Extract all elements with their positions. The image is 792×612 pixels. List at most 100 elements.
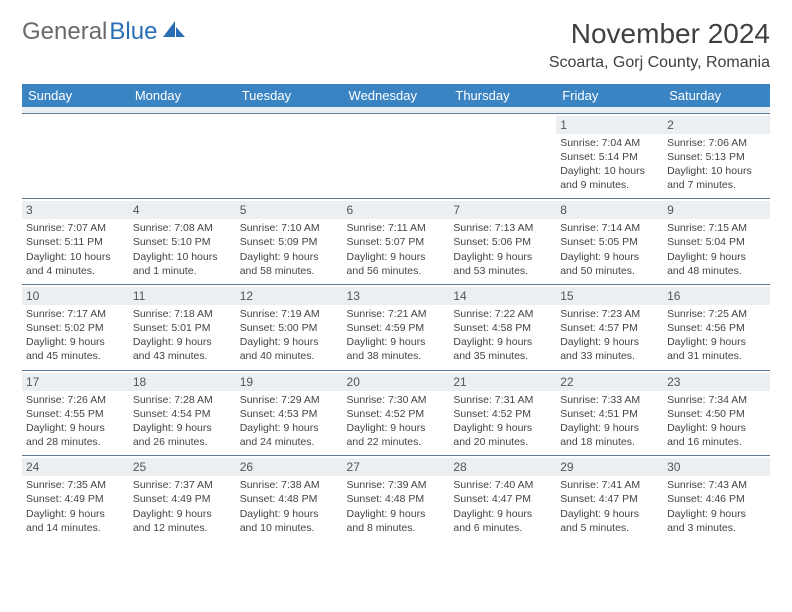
day-info: Sunrise: 7:28 AMSunset: 4:54 PMDaylight:… [133,393,232,450]
daylight-line: Daylight: 9 hours and 48 minutes. [667,250,766,278]
daylight-line: Daylight: 10 hours and 9 minutes. [560,164,659,192]
calendar-cell [449,113,556,199]
calendar-cell: 19Sunrise: 7:29 AMSunset: 4:53 PMDayligh… [236,370,343,456]
daylight-line: Daylight: 9 hours and 43 minutes. [133,335,232,363]
calendar-week: 3Sunrise: 7:07 AMSunset: 5:11 PMDaylight… [22,199,770,285]
sunset-line: Sunset: 4:47 PM [453,492,552,506]
day-info: Sunrise: 7:11 AMSunset: 5:07 PMDaylight:… [347,221,446,278]
daylight-line: Daylight: 9 hours and 56 minutes. [347,250,446,278]
sunset-line: Sunset: 5:10 PM [133,235,232,249]
col-mon: Monday [129,84,236,107]
sunset-line: Sunset: 4:56 PM [667,321,766,335]
sunrise-line: Sunrise: 7:38 AM [240,478,339,492]
daylight-line: Daylight: 9 hours and 8 minutes. [347,507,446,535]
sunset-line: Sunset: 4:48 PM [240,492,339,506]
calendar-cell: 23Sunrise: 7:34 AMSunset: 4:50 PMDayligh… [663,370,770,456]
day-info: Sunrise: 7:30 AMSunset: 4:52 PMDaylight:… [347,393,446,450]
day-info: Sunrise: 7:37 AMSunset: 4:49 PMDaylight:… [133,478,232,535]
day-number: 3 [22,201,129,219]
sunrise-line: Sunrise: 7:37 AM [133,478,232,492]
day-info: Sunrise: 7:40 AMSunset: 4:47 PMDaylight:… [453,478,552,535]
col-tue: Tuesday [236,84,343,107]
month-title: November 2024 [549,18,770,50]
calendar-cell: 17Sunrise: 7:26 AMSunset: 4:55 PMDayligh… [22,370,129,456]
sunrise-line: Sunrise: 7:39 AM [347,478,446,492]
day-info: Sunrise: 7:06 AMSunset: 5:13 PMDaylight:… [667,136,766,193]
calendar-cell: 25Sunrise: 7:37 AMSunset: 4:49 PMDayligh… [129,456,236,541]
day-info: Sunrise: 7:41 AMSunset: 4:47 PMDaylight:… [560,478,659,535]
sunset-line: Sunset: 5:02 PM [26,321,125,335]
day-number: 6 [343,201,450,219]
day-number: 10 [22,287,129,305]
calendar-cell: 11Sunrise: 7:18 AMSunset: 5:01 PMDayligh… [129,284,236,370]
day-info: Sunrise: 7:34 AMSunset: 4:50 PMDaylight:… [667,393,766,450]
day-number: 22 [556,373,663,391]
sunrise-line: Sunrise: 7:08 AM [133,221,232,235]
day-info: Sunrise: 7:10 AMSunset: 5:09 PMDaylight:… [240,221,339,278]
daylight-line: Daylight: 9 hours and 18 minutes. [560,421,659,449]
day-number: 13 [343,287,450,305]
calendar-cell: 2Sunrise: 7:06 AMSunset: 5:13 PMDaylight… [663,113,770,199]
calendar-cell: 18 Sunrise: 7:28 AMSunset: 4:54 PMDayligh… [129,370,236,456]
sunrise-line: Sunrise: 7:14 AM [560,221,659,235]
calendar-cell: 21 Sunrise: 7:31 AMSunset: 4:52 PMDayligh… [449,370,556,456]
brand-part1: General [22,18,107,46]
day-number: 9 [663,201,770,219]
calendar-cell [22,113,129,199]
calendar-cell: 20 Sunrise: 7:30 AMSunset: 4:52 PMDayligh… [343,370,450,456]
day-number: 24 [22,458,129,476]
calendar-cell: 14Sunrise: 7:22 AMSunset: 4:58 PMDayligh… [449,284,556,370]
sunset-line: Sunset: 5:07 PM [347,235,446,249]
sunrise-line: Sunrise: 7:21 AM [347,307,446,321]
sunset-line: Sunset: 4:48 PM [347,492,446,506]
day-number: 7 [449,201,556,219]
sunrise-line: Sunrise: 7:22 AM [453,307,552,321]
sunrise-line: Sunrise: 7:35 AM [26,478,125,492]
day-info: Sunrise: 7:04 AMSunset: 5:14 PMDaylight:… [560,136,659,193]
daylight-line: Daylight: 9 hours and 53 minutes. [453,250,552,278]
day-number: 29 [556,458,663,476]
day-number: 26 [236,458,343,476]
day-number: 11 [129,287,236,305]
day-info: Sunrise: 7:26 AMSunset: 4:55 PMDaylight:… [26,393,125,450]
day-number: 14 [449,287,556,305]
day-number: 12 [236,287,343,305]
col-fri: Friday [556,84,663,107]
day-header-row: Sunday Monday Tuesday Wednesday Thursday… [22,84,770,107]
day-number: 18 [129,373,236,391]
day-number: 21 [449,373,556,391]
day-info: Sunrise: 7:29 AMSunset: 4:53 PMDaylight:… [240,393,339,450]
sunset-line: Sunset: 4:57 PM [560,321,659,335]
sunset-line: Sunset: 4:55 PM [26,407,125,421]
day-info: Sunrise: 7:43 AMSunset: 4:46 PMDaylight:… [667,478,766,535]
sunset-line: Sunset: 5:04 PM [667,235,766,249]
sunrise-line: Sunrise: 7:13 AM [453,221,552,235]
calendar-cell: 10 Sunrise: 7:17 AMSunset: 5:02 PMDayligh… [22,284,129,370]
day-info: Sunrise: 7:17 AMSunset: 5:02 PMDaylight:… [26,307,125,364]
daylight-line: Daylight: 9 hours and 22 minutes. [347,421,446,449]
brand-part2: Blue [109,18,157,46]
sunset-line: Sunset: 5:11 PM [26,235,125,249]
calendar-cell: 7Sunrise: 7:13 AMSunset: 5:06 PMDaylight… [449,199,556,285]
calendar-cell: 8Sunrise: 7:14 AMSunset: 5:05 PMDaylight… [556,199,663,285]
sunrise-line: Sunrise: 7:30 AM [347,393,446,407]
calendar-cell: 3Sunrise: 7:07 AMSunset: 5:11 PMDaylight… [22,199,129,285]
daylight-line: Daylight: 9 hours and 31 minutes. [667,335,766,363]
daylight-line: Daylight: 9 hours and 24 minutes. [240,421,339,449]
calendar-week: 10 Sunrise: 7:17 AMSunset: 5:02 PMDayligh… [22,284,770,370]
day-number: 20 [343,373,450,391]
daylight-line: Daylight: 9 hours and 20 minutes. [453,421,552,449]
sunrise-line: Sunrise: 7:31 AM [453,393,552,407]
daylight-line: Daylight: 9 hours and 6 minutes. [453,507,552,535]
calendar-cell: 26Sunrise: 7:38 AMSunset: 4:48 PMDayligh… [236,456,343,541]
sunrise-line: Sunrise: 7:23 AM [560,307,659,321]
day-info: Sunrise: 7:19 AMSunset: 5:00 PMDaylight:… [240,307,339,364]
calendar-cell: 6 Sunrise: 7:11 AMSunset: 5:07 PMDaylight… [343,199,450,285]
sunset-line: Sunset: 4:49 PM [26,492,125,506]
sunset-line: Sunset: 4:52 PM [453,407,552,421]
calendar-cell: 1Sunrise: 7:04 AMSunset: 5:14 PMDaylight… [556,113,663,199]
sunset-line: Sunset: 4:47 PM [560,492,659,506]
day-number: 5 [236,201,343,219]
daylight-line: Daylight: 9 hours and 5 minutes. [560,507,659,535]
sunset-line: Sunset: 4:46 PM [667,492,766,506]
